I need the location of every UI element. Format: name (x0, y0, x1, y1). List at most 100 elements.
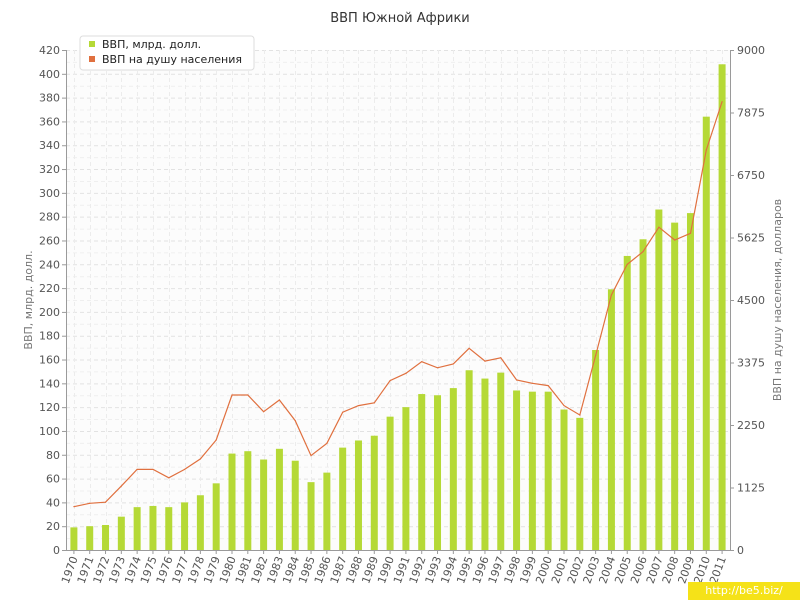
right-axis-label: ВВП на душу населения, долларов (771, 199, 784, 401)
bar-2000 (544, 391, 552, 550)
left-tick-label: 20 (46, 520, 60, 533)
bar-2007 (655, 209, 663, 550)
per-capita-point-2008 (674, 239, 676, 241)
bar-1984 (291, 460, 299, 550)
per-capita-point-1988 (357, 404, 360, 407)
per-capita-point-2007 (658, 226, 660, 228)
bar-2002 (576, 417, 584, 550)
bar-1989 (370, 435, 378, 550)
left-tick-label: 140 (39, 377, 60, 390)
bar-1973 (117, 516, 125, 550)
gdp-bars (70, 64, 726, 551)
per-capita-point-1986 (326, 442, 328, 444)
per-capita-series-line (73, 101, 723, 508)
per-capita-point-2006 (642, 251, 644, 253)
bar-2006 (639, 239, 647, 551)
bar-1988 (354, 440, 362, 550)
per-capita-point-1970 (73, 506, 75, 508)
left-tick-label: 260 (39, 234, 60, 247)
bar-1994 (449, 388, 457, 550)
right-tick-label: 5625 (737, 232, 765, 245)
per-capita-point-1997 (500, 357, 502, 359)
legend-swatch-per-capita (89, 56, 95, 62)
legend-label-gdp: ВВП, млрд. долл. (102, 38, 201, 51)
bar-1983 (275, 448, 283, 550)
chart-title: ВВП Южной Африки (330, 11, 470, 26)
per-capita-point-2003 (595, 354, 597, 357)
left-tick-label: 420 (39, 44, 60, 57)
legend-label-per-capita: ВВП на душу населения (102, 53, 242, 66)
left-tick-label: 240 (39, 258, 60, 271)
right-axis-ticks: 0 1125 2250 3375 4500 5625 6750 7875 9000 (730, 44, 765, 557)
bar-1995 (465, 370, 473, 550)
left-tick-label: 60 (46, 473, 60, 486)
right-tick-label: 0 (737, 544, 744, 557)
per-capita-point-2002 (579, 414, 581, 416)
per-capita-point-1975 (152, 468, 154, 471)
bar-1980 (228, 453, 236, 550)
bar-2005 (623, 255, 631, 550)
right-tick-label: 6750 (737, 169, 765, 182)
left-tick-label: 120 (39, 401, 60, 414)
left-tick-label: 220 (39, 282, 60, 295)
right-tick-label: 9000 (737, 44, 765, 57)
bar-1970 (70, 527, 78, 550)
bar-1972 (102, 525, 110, 550)
per-capita-point-1990 (389, 379, 391, 382)
per-capita-point-1992 (421, 361, 423, 363)
left-tick-label: 100 (39, 425, 60, 438)
bar-1976 (165, 507, 173, 550)
legend-box (79, 35, 255, 71)
per-capita-point-1989 (373, 402, 375, 404)
left-tick-label: 300 (39, 187, 60, 200)
per-capita-point-1994 (452, 363, 454, 365)
bar-1993 (434, 395, 442, 550)
per-capita-point-1995 (468, 347, 470, 349)
per-capita-point-1977 (183, 468, 186, 471)
left-tick-label: 360 (39, 115, 60, 128)
bar-1997 (497, 372, 505, 550)
bar-1975 (149, 505, 157, 550)
legend: ВВП, млрд. долл. ВВП на душу населения (79, 35, 255, 71)
left-tick-label: 340 (39, 139, 60, 152)
bar-1998 (513, 390, 521, 550)
per-capita-point-2010 (705, 149, 707, 151)
per-capita-point-1984 (294, 419, 296, 422)
bar-2008 (671, 222, 679, 550)
left-tick-label: 40 (46, 496, 60, 509)
left-tick-label: 400 (39, 68, 60, 81)
right-tick-label: 2250 (737, 419, 765, 432)
per-capita-point-1985 (310, 454, 312, 457)
per-capita-point-1971 (89, 502, 91, 504)
per-capita-point-1983 (278, 399, 281, 401)
bar-2010 (702, 116, 710, 551)
per-capita-point-1999 (531, 382, 533, 384)
left-axis-label: ВВП, млрд. долл. (22, 250, 35, 349)
watermark[interactable]: http://be5.biz/ (688, 582, 800, 600)
per-capita-point-1987 (342, 411, 344, 413)
per-capita-point-2001 (563, 404, 565, 407)
per-capita-point-1980 (231, 394, 233, 396)
per-capita-point-1982 (263, 411, 265, 413)
right-tick-label: 4500 (737, 294, 765, 307)
per-capita-point-1976 (168, 477, 170, 479)
bar-1991 (402, 407, 410, 550)
left-axis-ticks: 0 20 40 60 80 100 120 140 160 180 200 220 240 260 280 3… (39, 44, 66, 557)
bar-1999 (528, 391, 536, 550)
x-axis-ticks: 1970197119721973197419751976197719781979… (59, 550, 729, 585)
bar-2011 (718, 64, 726, 551)
per-capita-point-1981 (247, 394, 249, 396)
left-tick-label: 380 (39, 92, 60, 105)
bar-1981 (244, 451, 252, 550)
left-tick-label: 200 (39, 306, 60, 319)
right-tick-label: 1125 (737, 482, 765, 495)
bar-1979 (212, 483, 220, 550)
per-capita-point-1978 (199, 458, 201, 460)
bar-2003 (592, 350, 600, 550)
per-capita-point-1996 (484, 360, 486, 362)
per-capita-line (73, 101, 723, 508)
legend-swatch-gdp (89, 41, 95, 47)
per-capita-point-2004 (610, 294, 613, 296)
per-capita-point-1991 (405, 372, 407, 374)
